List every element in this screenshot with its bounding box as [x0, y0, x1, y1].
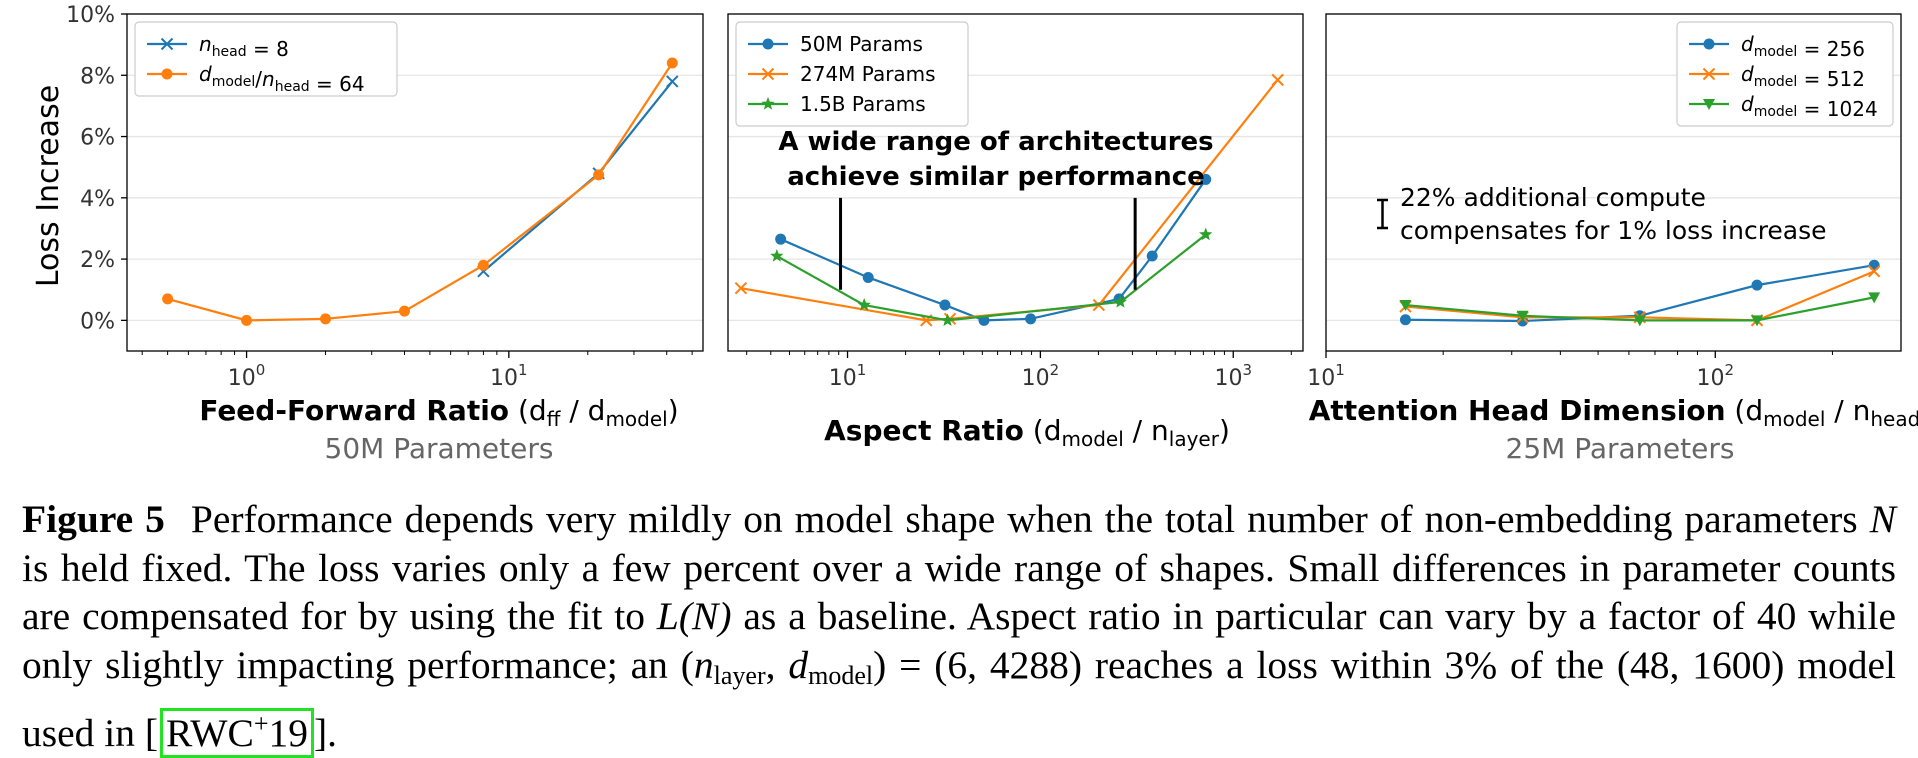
y-tick-label: 8%: [80, 64, 115, 89]
annotation-text: compensates for 1% loss increase: [1400, 216, 1827, 245]
data-point: [1633, 315, 1646, 327]
data-point: [1025, 313, 1037, 325]
data-point: [1399, 314, 1411, 326]
plot-frame: [1325, 13, 1902, 352]
legend-box: [1676, 21, 1894, 127]
legend-label: dmodel/nhead = 64: [199, 62, 365, 96]
legend-marker: [761, 97, 775, 110]
data-point: [770, 249, 784, 262]
data-point: [734, 281, 748, 295]
data-point: [1271, 73, 1284, 87]
data-point: [162, 293, 174, 305]
data-point: [1868, 292, 1881, 304]
data-point: [1751, 315, 1764, 327]
y-tick-label: 0%: [80, 309, 115, 334]
legend-label: 50M Params: [800, 32, 923, 56]
legend-marker: [1702, 67, 1716, 81]
data-point: [320, 313, 332, 325]
legend-box: [735, 21, 969, 127]
errorbar-icon: [1377, 198, 1388, 230]
legend-marker: [762, 38, 774, 50]
data-point: [666, 57, 678, 69]
data-point: [1868, 259, 1880, 271]
legend-marker: [160, 37, 174, 51]
panel-aspect-ratio: 101 102 103 50M Params 274M Params 1.5B Param…: [727, 13, 1304, 391]
data-point: [1516, 310, 1529, 322]
plot-frame: [727, 13, 1304, 352]
legend-marker: [1703, 38, 1715, 50]
y-tick-label: 2%: [80, 248, 115, 273]
citation-link-rwc19[interactable]: RWC+19: [160, 708, 315, 758]
legend-box: [134, 21, 398, 97]
plot-frame: [126, 13, 704, 352]
y-tick-label: 4%: [80, 187, 115, 212]
data-point: [1751, 279, 1763, 291]
panel-feed-forward-ratio: 0% 2% 4% 6% 8% 10% 100 101 nhead = 8dmodel/nhead…: [66, 3, 704, 391]
y-tick-label: 6%: [80, 126, 115, 151]
data-point: [666, 75, 679, 88]
x-tick-label: 101: [1307, 361, 1345, 391]
data-point: [1146, 250, 1158, 262]
legend-label: 274M Params: [800, 62, 936, 86]
data-point: [241, 314, 253, 326]
data-point: [940, 313, 955, 327]
figure-caption: Figure 5 Performance depends very mildly …: [22, 495, 1896, 758]
x-tick-label: 101: [490, 361, 528, 391]
figure-5-charts: Loss Increase 0% 2% 4% 6% 8% 10% 100 101 nhead =…: [31, 3, 1918, 465]
panel-1-xlabel: Feed-Forward Ratio (dff / dmodel): [199, 394, 678, 431]
legend-marker: [761, 67, 775, 81]
x-tick-label: 103: [1214, 361, 1252, 391]
annotation-text: A wide range of architectures: [778, 127, 1213, 157]
data-point: [939, 299, 951, 311]
panel-1-subtitle: 50M Parameters: [325, 432, 554, 465]
x-tick-label: 102: [1696, 361, 1734, 391]
data-point: [1113, 294, 1128, 308]
data-point: [775, 233, 787, 245]
x-tick-label: 101: [829, 361, 867, 391]
x-tick-label: 102: [1022, 361, 1060, 391]
panel-2-xlabel: Aspect Ratio (dmodel / nlayer): [824, 414, 1230, 451]
data-point: [593, 169, 605, 181]
legend-marker: [1703, 99, 1715, 110]
data-point: [862, 271, 874, 283]
panel-3-subtitle: 25M Parameters: [1506, 432, 1735, 465]
data-point: [1200, 173, 1212, 185]
legend-marker: [161, 68, 173, 80]
legend-label: 1.5B Params: [800, 92, 926, 116]
data-point: [1867, 265, 1881, 278]
x-tick-label: 100: [228, 361, 266, 391]
annotation-text: 22% additional compute: [1400, 183, 1706, 212]
annotation-text: achieve similar performance: [787, 162, 1205, 192]
legend-label: dmodel = 512: [1741, 62, 1865, 91]
data-point: [1399, 300, 1412, 312]
caption-label: Figure 5: [22, 497, 165, 541]
y-axis-label: Loss Increase: [31, 85, 66, 287]
legend-label: dmodel = 1024: [1741, 92, 1878, 121]
series-line-1: [167, 62, 674, 322]
data-point: [398, 305, 410, 317]
series-line-0: [780, 178, 1207, 322]
data-point: [857, 298, 871, 311]
panel-3-xlabel: Attention Head Dimension (dmodel / nhead…: [1309, 394, 1918, 431]
legend-label: dmodel = 256: [1741, 32, 1865, 61]
y-tick-label: 10%: [66, 3, 115, 28]
data-point: [1199, 227, 1213, 241]
legend-label: nhead = 8: [199, 32, 289, 61]
data-point: [477, 259, 489, 271]
